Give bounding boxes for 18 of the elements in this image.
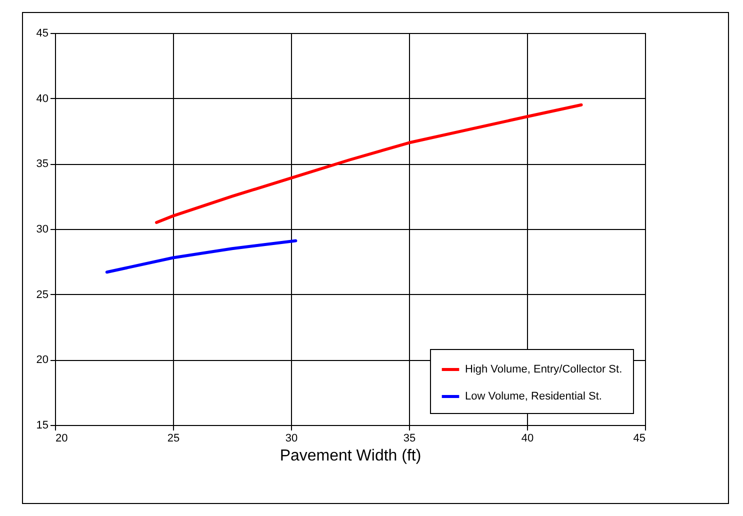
y-tick-label: 45	[36, 28, 48, 40]
x-tick-label: 30	[285, 432, 298, 444]
x-tick-label: 40	[521, 432, 534, 444]
legend-label: High Volume, Entry/Collector St.	[465, 364, 622, 376]
x-tick-label: 45	[633, 432, 646, 444]
x-tick-label: 20	[56, 432, 68, 444]
y-tick-label: 35	[36, 158, 48, 170]
y-tick-label: 30	[36, 224, 48, 236]
legend-label: Low Volume, Residential St.	[465, 390, 602, 402]
y-tick-label: 40	[36, 92, 48, 105]
y-tick-label: 15	[36, 420, 48, 432]
y-tick-label: 25	[36, 288, 48, 301]
y-tick-label: 20	[36, 354, 48, 366]
x-axis-title: Pavement Width (ft)	[280, 448, 422, 464]
line-series	[105, 239, 298, 274]
x-tick-label: 25	[167, 432, 180, 444]
line-series	[154, 103, 583, 224]
x-tick-label: 35	[403, 432, 416, 444]
